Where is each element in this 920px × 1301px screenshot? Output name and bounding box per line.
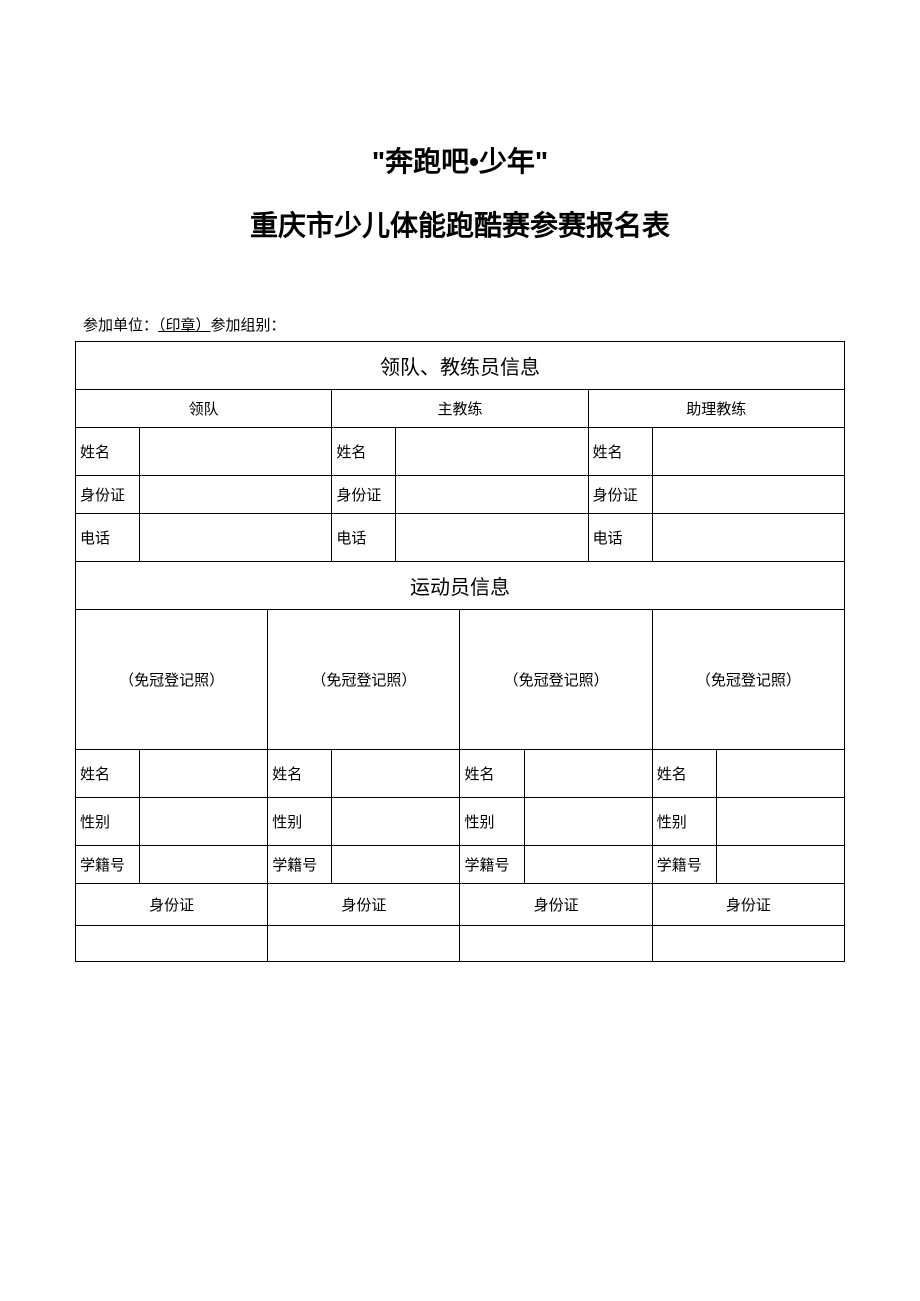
athlete2-idcard-value — [268, 926, 460, 962]
athlete3-studentid-label: 学籍号 — [460, 846, 524, 884]
title-line-2: 重庆市少儿体能跑酷赛参赛报名表 — [75, 204, 845, 244]
athlete4-gender-value — [716, 798, 844, 846]
leader-phone-label: 电话 — [76, 514, 140, 562]
headcoach-phone-value — [396, 514, 588, 562]
athlete1-photo: （免冠登记照） — [76, 610, 268, 750]
leader-id-value — [140, 476, 332, 514]
headcoach-id-value — [396, 476, 588, 514]
meta-group-label: 参加组别： — [211, 318, 286, 334]
role-assistant-header: 助理教练 — [588, 390, 844, 428]
athlete1-name-value — [140, 750, 268, 798]
athlete3-gender-label: 性别 — [460, 798, 524, 846]
headcoach-id-label: 身份证 — [332, 476, 396, 514]
athlete1-name-label: 姓名 — [76, 750, 140, 798]
athlete4-photo: （免冠登记照） — [652, 610, 844, 750]
athlete3-idcard-value — [460, 926, 652, 962]
athlete4-studentid-value — [716, 846, 844, 884]
registration-table: 领队、教练员信息 领队 主教练 助理教练 姓名 姓名 姓名 身份证 身份证 身份… — [75, 341, 845, 962]
athlete4-idcard-label: 身份证 — [652, 884, 844, 926]
leader-id-label: 身份证 — [76, 476, 140, 514]
athlete3-photo: （免冠登记照） — [460, 610, 652, 750]
assistant-phone-label: 电话 — [588, 514, 652, 562]
role-headcoach-header: 主教练 — [332, 390, 588, 428]
meta-unit-label: 参加单位： — [83, 318, 158, 334]
assistant-phone-value — [652, 514, 844, 562]
athlete3-name-value — [524, 750, 652, 798]
athlete1-gender-label: 性别 — [76, 798, 140, 846]
athlete2-photo: （免冠登记照） — [268, 610, 460, 750]
athlete4-idcard-value — [652, 926, 844, 962]
leader-phone-value — [140, 514, 332, 562]
athlete3-studentid-value — [524, 846, 652, 884]
athlete2-name-label: 姓名 — [268, 750, 332, 798]
athlete2-gender-value — [332, 798, 460, 846]
athlete4-studentid-label: 学籍号 — [652, 846, 716, 884]
athlete4-gender-label: 性别 — [652, 798, 716, 846]
athlete-section-header: 运动员信息 — [76, 562, 845, 610]
athlete2-studentid-value — [332, 846, 460, 884]
leader-name-label: 姓名 — [76, 428, 140, 476]
athlete2-name-value — [332, 750, 460, 798]
athlete2-studentid-label: 学籍号 — [268, 846, 332, 884]
headcoach-name-label: 姓名 — [332, 428, 396, 476]
athlete1-idcard-value — [76, 926, 268, 962]
headcoach-name-value — [396, 428, 588, 476]
assistant-name-label: 姓名 — [588, 428, 652, 476]
title-line-1: "奔跑吧•少年" — [75, 140, 845, 180]
athlete3-idcard-label: 身份证 — [460, 884, 652, 926]
headcoach-phone-label: 电话 — [332, 514, 396, 562]
athlete1-gender-value — [140, 798, 268, 846]
athlete1-studentid-value — [140, 846, 268, 884]
athlete1-studentid-label: 学籍号 — [76, 846, 140, 884]
athlete4-name-value — [716, 750, 844, 798]
athlete2-gender-label: 性别 — [268, 798, 332, 846]
athlete1-idcard-label: 身份证 — [76, 884, 268, 926]
title-block: "奔跑吧•少年" 重庆市少儿体能跑酷赛参赛报名表 — [75, 140, 845, 244]
athlete3-gender-value — [524, 798, 652, 846]
staff-section-header: 领队、教练员信息 — [76, 342, 845, 390]
athlete3-name-label: 姓名 — [460, 750, 524, 798]
role-leader-header: 领队 — [76, 390, 332, 428]
assistant-name-value — [652, 428, 844, 476]
assistant-id-label: 身份证 — [588, 476, 652, 514]
meta-stamp: （印章） — [158, 318, 211, 334]
leader-name-value — [140, 428, 332, 476]
assistant-id-value — [652, 476, 844, 514]
athlete4-name-label: 姓名 — [652, 750, 716, 798]
athlete2-idcard-label: 身份证 — [268, 884, 460, 926]
meta-line: 参加单位：（印章）参加组别： — [75, 314, 845, 335]
